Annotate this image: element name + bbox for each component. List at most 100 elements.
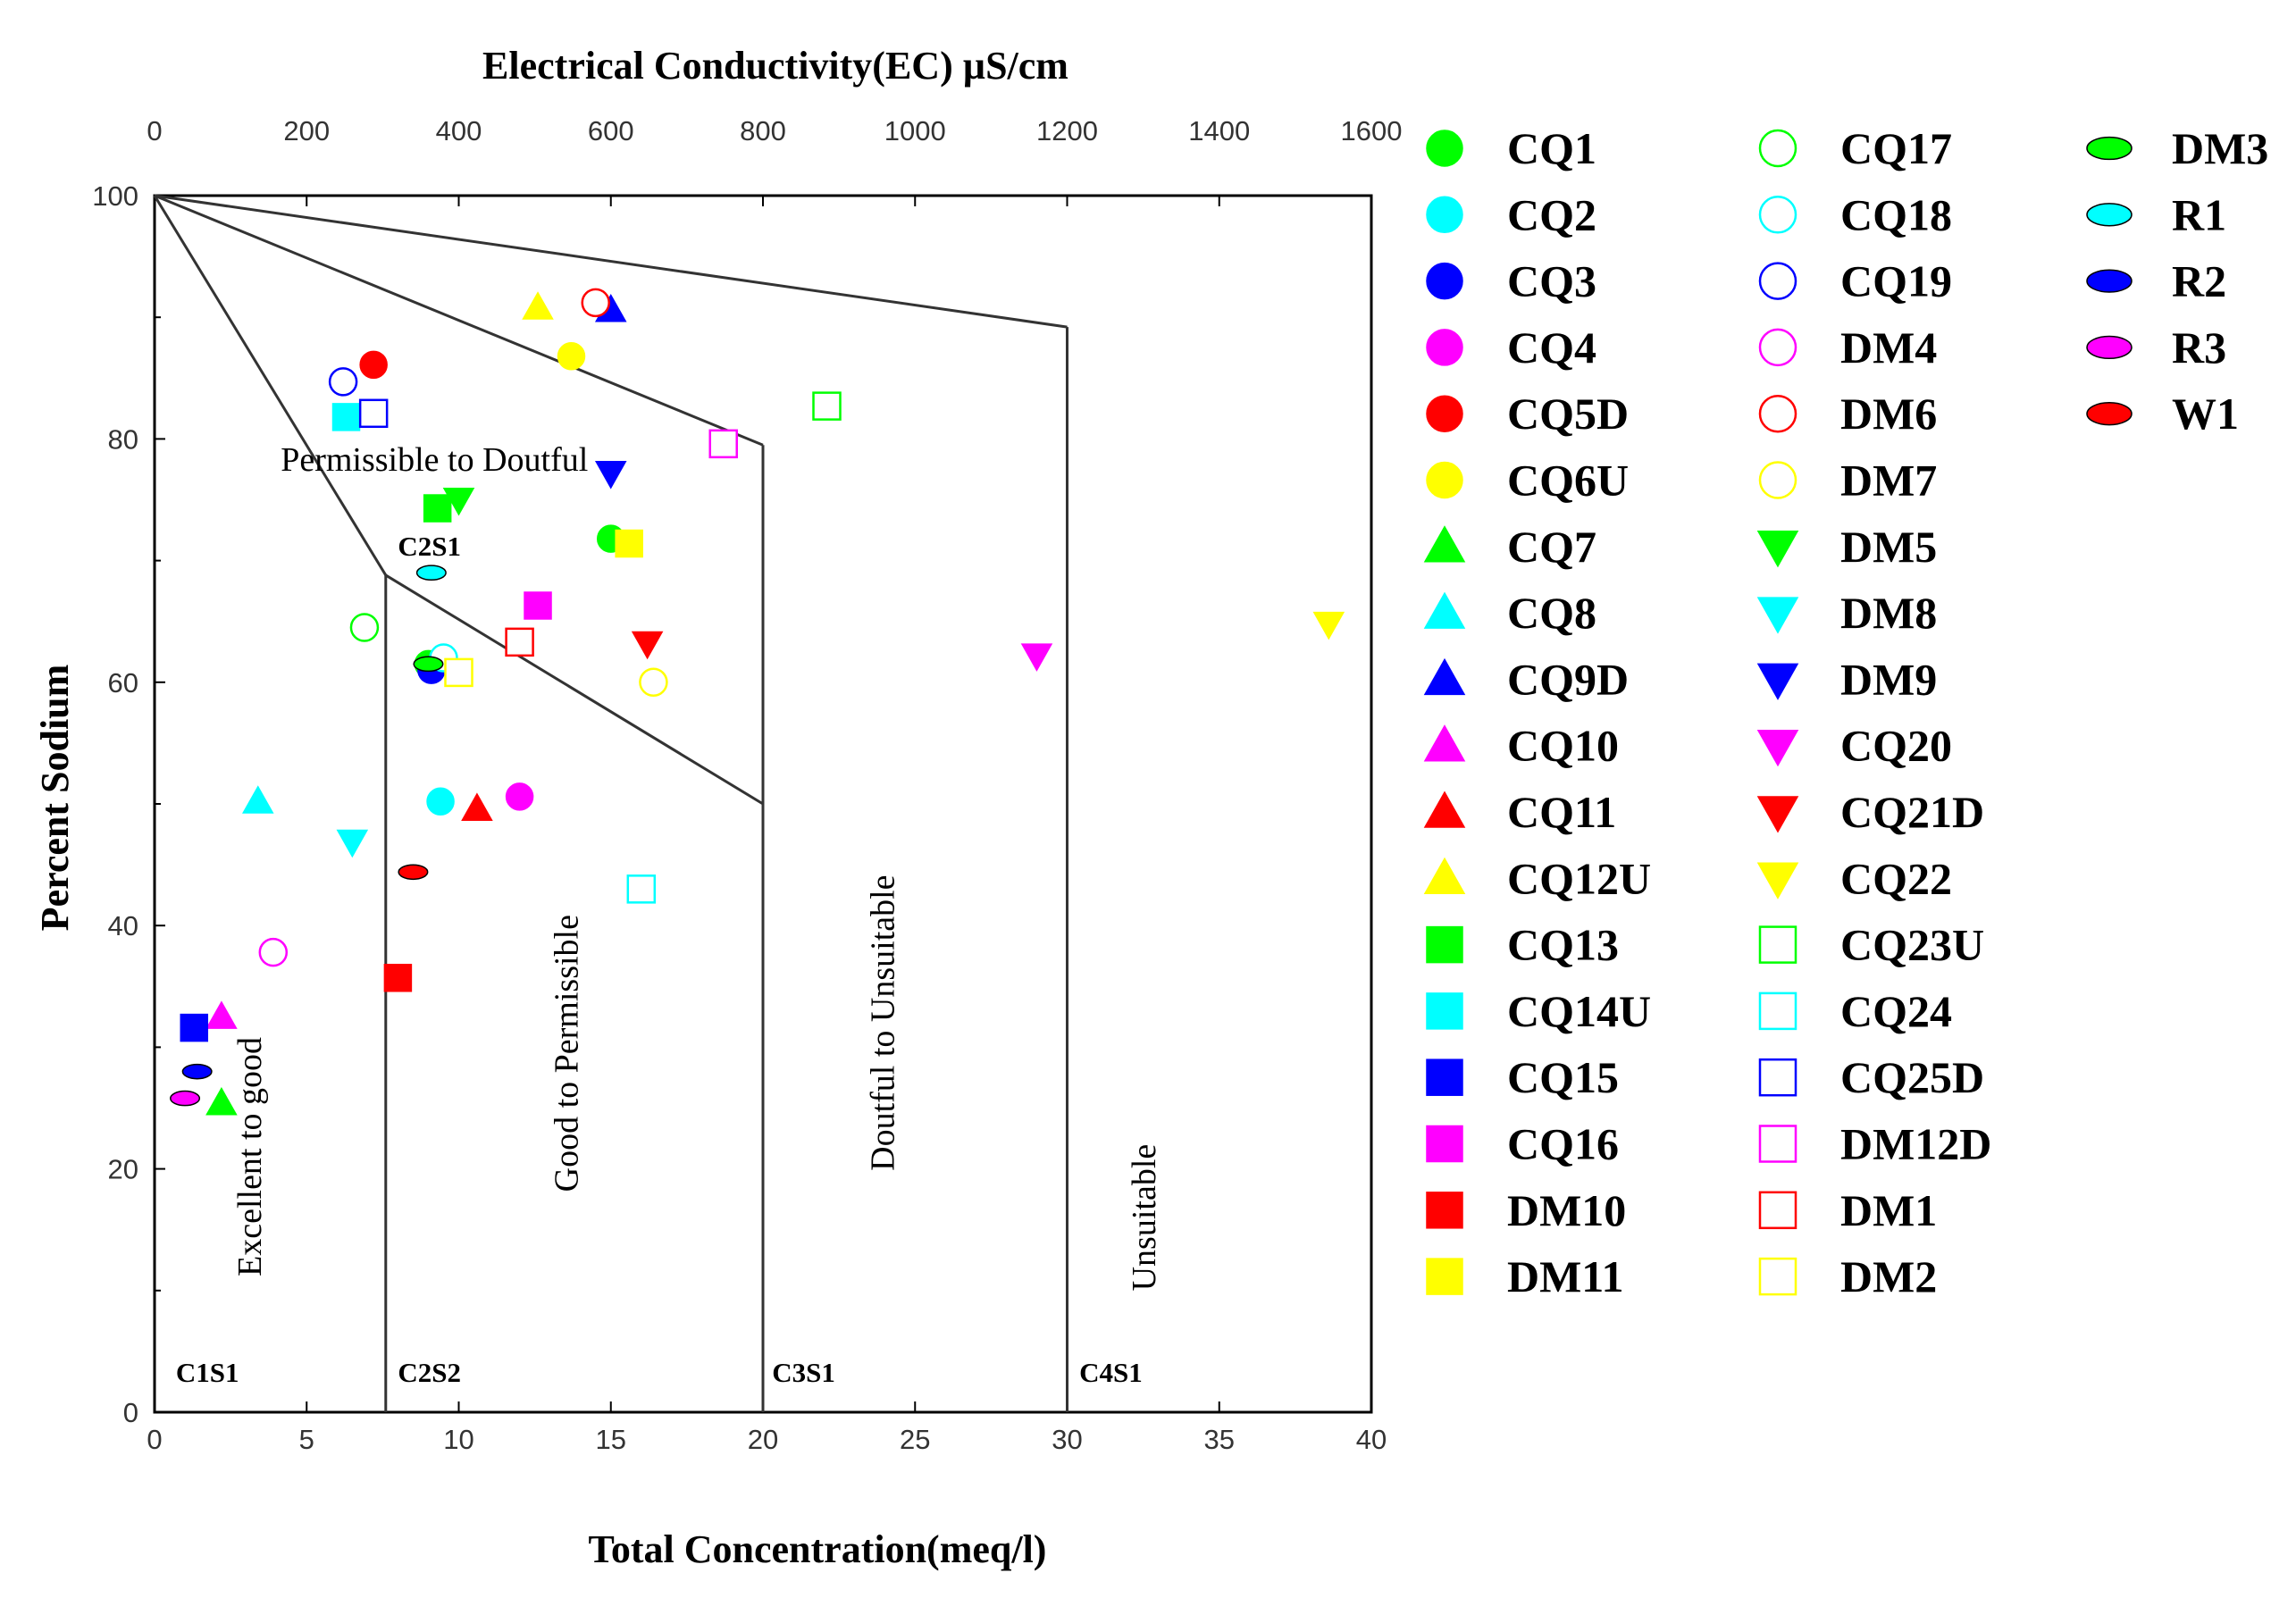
legend-marker xyxy=(1756,597,1799,634)
legend-label: CQ12U xyxy=(1507,853,1651,903)
legend-label: DM2 xyxy=(1840,1251,1937,1301)
boundary-line xyxy=(154,194,764,447)
legend-label: CQ22 xyxy=(1840,853,1952,903)
legend-label: CQ5D xyxy=(1507,389,1629,439)
legend-item-dm12d: DM12D xyxy=(1758,1119,1991,1169)
legend-item-cq10: CQ10 xyxy=(1423,721,1619,771)
top-tick-label: 400 xyxy=(436,115,482,146)
legend-marker xyxy=(1426,262,1463,300)
y-tick-label: 60 xyxy=(108,667,138,699)
legend-marker xyxy=(1423,657,1466,696)
legend-item-cq24: CQ24 xyxy=(1758,986,1952,1036)
legend-marker xyxy=(1758,1058,1797,1097)
legend-marker xyxy=(1756,531,1799,568)
x-tick-label: 5 xyxy=(299,1424,314,1455)
legend-label: DM3 xyxy=(2172,123,2268,173)
legend-label: DM7 xyxy=(1840,456,1937,506)
legend-item-dm4: DM4 xyxy=(1758,322,1937,372)
legend-item-cq22: CQ22 xyxy=(1756,853,1952,903)
top-tick-label: 800 xyxy=(740,115,786,146)
legend-label: CQ1 xyxy=(1507,123,1596,173)
legend-item-r2: R2 xyxy=(2086,256,2226,306)
legend-marker xyxy=(1426,1125,1463,1163)
legend-marker xyxy=(1758,925,1797,964)
legend-marker xyxy=(1426,395,1463,432)
x-tick-label: 40 xyxy=(1356,1424,1387,1455)
legend-marker xyxy=(1426,1192,1463,1229)
top-tick-label: 200 xyxy=(283,115,330,146)
legend-marker xyxy=(1426,1058,1463,1096)
legend-item-dm8: DM8 xyxy=(1756,588,1937,638)
legend-label: DM4 xyxy=(1840,322,1937,372)
legend-label: CQ3 xyxy=(1507,256,1596,306)
legend-item-cq17: CQ17 xyxy=(1758,123,1952,173)
legend-item-dm2: DM2 xyxy=(1758,1251,1937,1301)
x-axis-title: Total Concentration(meq/l) xyxy=(589,1527,1047,1571)
point-cq22 xyxy=(1312,611,1345,640)
point-dm2 xyxy=(444,657,473,688)
point-cq25d xyxy=(358,398,389,429)
legend-marker xyxy=(2086,136,2133,161)
y-axis-title: Percent Sodium xyxy=(33,665,77,932)
x-tick-label: 35 xyxy=(1204,1424,1235,1455)
legend-label: CQ13 xyxy=(1507,920,1619,970)
y-tick-label: 100 xyxy=(92,180,138,212)
point-cq21d xyxy=(631,631,664,660)
legend-label: CQ17 xyxy=(1840,123,1952,173)
legend-item-cq15: CQ15 xyxy=(1426,1052,1619,1102)
legend-item-w1: W1 xyxy=(2086,389,2239,439)
legend-marker xyxy=(1758,1125,1797,1163)
top-tick-label: 1200 xyxy=(1036,115,1098,146)
legend-label: CQ4 xyxy=(1507,322,1596,372)
legend-item-cq5d: CQ5D xyxy=(1426,389,1629,439)
legend-label: CQ16 xyxy=(1507,1119,1619,1169)
axis-ticks: 0 5 10 15 20 25 30 35 400 200 400 600 800 1000 1200 140… xyxy=(92,115,1402,1455)
point-cq7 xyxy=(205,1087,238,1116)
legend-marker xyxy=(1758,394,1797,433)
class-code-label: C2S1 xyxy=(398,531,461,562)
legend-marker xyxy=(1426,925,1463,964)
legend-marker xyxy=(1758,328,1797,367)
x-tick-label: 0 xyxy=(147,1424,162,1455)
legend-marker xyxy=(1758,991,1797,1031)
legend-item-cq21d: CQ21D xyxy=(1756,787,1984,837)
legend-marker xyxy=(1756,796,1799,833)
x-tick-label: 10 xyxy=(443,1424,473,1455)
legend-item-cq16: CQ16 xyxy=(1426,1119,1619,1169)
point-dm8 xyxy=(336,829,369,858)
legend-marker xyxy=(1758,1191,1797,1230)
y-tick-label: 20 xyxy=(108,1154,138,1185)
legend-label: DM10 xyxy=(1507,1185,1626,1235)
point-cq19 xyxy=(328,367,358,397)
point-cq16 xyxy=(524,591,552,620)
x-tick-label: 25 xyxy=(900,1424,930,1455)
legend-item-dm3: DM3 xyxy=(2086,123,2268,173)
legend-marker xyxy=(2086,402,2133,426)
legend-label: CQ7 xyxy=(1507,522,1596,572)
legend-marker xyxy=(1426,461,1463,499)
point-cq4 xyxy=(505,782,534,811)
legend-marker xyxy=(1758,129,1797,168)
legend-marker xyxy=(1426,992,1463,1030)
legend-item-cq12u: CQ12U xyxy=(1423,853,1651,903)
legend-label: CQ6U xyxy=(1507,456,1629,506)
class-boundaries xyxy=(153,194,1068,1412)
boundary-line xyxy=(385,573,764,806)
point-dm7 xyxy=(639,667,668,698)
legend-marker xyxy=(1758,262,1797,300)
legend-marker xyxy=(1756,862,1799,899)
legend-label: R2 xyxy=(2172,256,2226,306)
point-dm5 xyxy=(442,488,475,516)
legend-item-cq18: CQ18 xyxy=(1758,189,1952,239)
point-r2 xyxy=(181,1063,213,1080)
legend-item-cq11: CQ11 xyxy=(1423,787,1616,837)
legend-item-dm5: DM5 xyxy=(1756,522,1937,572)
point-dm3 xyxy=(413,656,444,673)
legend-label: CQ9D xyxy=(1507,654,1629,704)
legend-marker xyxy=(1426,1258,1463,1295)
y-tick-label: 40 xyxy=(108,910,138,941)
point-w1 xyxy=(398,864,429,881)
legend-label: CQ11 xyxy=(1507,787,1616,837)
legend-marker xyxy=(1426,329,1463,366)
legend-label: CQ19 xyxy=(1840,256,1952,306)
